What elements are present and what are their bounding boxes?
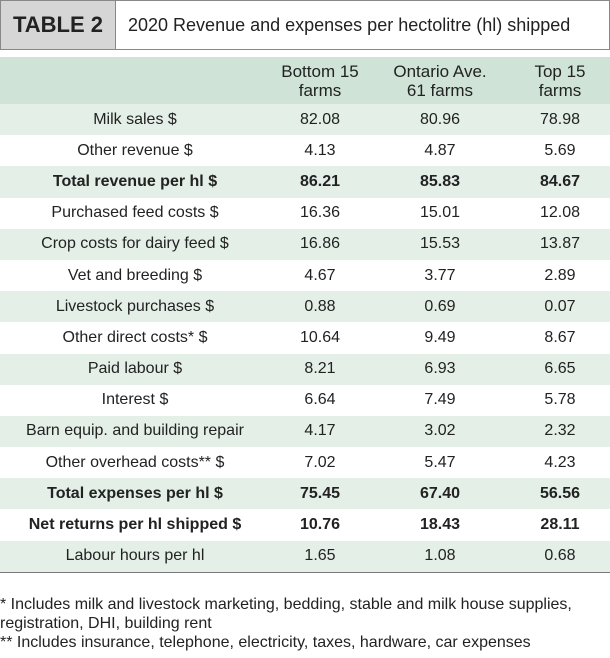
table-row: Labour hours per hl 1.65 1.08 0.68 bbox=[0, 540, 610, 572]
table-row: Interest $ 6.64 7.49 5.78 bbox=[0, 385, 610, 416]
cell: 56.56 bbox=[539, 484, 581, 502]
table-row: Purchased feed costs $ 16.36 15.01 12.08 bbox=[0, 198, 610, 229]
table-title: 2020 Revenue and expenses per hectolitre… bbox=[128, 14, 571, 35]
cell: 10.76 bbox=[299, 516, 341, 534]
cell: 10.64 bbox=[299, 328, 341, 346]
cell: 3.77 bbox=[424, 266, 456, 284]
cell: 12.08 bbox=[539, 204, 581, 222]
cell: 2.89 bbox=[544, 266, 576, 284]
column-header: Top 15 farms bbox=[534, 61, 586, 100]
cell: 0.88 bbox=[304, 297, 336, 315]
table-header: TABLE 2 2020 Revenue and expenses per he… bbox=[0, 0, 610, 50]
cell: 0.68 bbox=[544, 547, 576, 565]
cell: 6.64 bbox=[304, 391, 336, 409]
cell: 85.83 bbox=[419, 172, 461, 190]
row-label: Crop costs for dairy feed $ bbox=[41, 235, 229, 253]
cell: 6.93 bbox=[424, 360, 456, 378]
cell: 8.21 bbox=[304, 360, 336, 378]
cell: 78.98 bbox=[539, 110, 581, 128]
cell: 8.67 bbox=[544, 328, 576, 346]
cell: 1.65 bbox=[304, 547, 336, 565]
table: Bottom 15 farms Ontario Ave. 61 farms Top … bbox=[0, 57, 610, 573]
cell: 13.87 bbox=[539, 235, 581, 253]
cell: 67.40 bbox=[419, 484, 461, 502]
table-row: Crop costs for dairy feed $ 16.86 15.53 13.… bbox=[0, 228, 610, 260]
cell: 9.49 bbox=[424, 328, 456, 346]
cell: 3.02 bbox=[424, 422, 456, 440]
row-label: Vet and breeding $ bbox=[67, 266, 203, 284]
row-label: Barn equip. and building repair bbox=[26, 422, 244, 440]
cell: 86.21 bbox=[299, 172, 341, 190]
row-label: Net returns per hl shipped $ bbox=[28, 516, 242, 534]
cell: 7.49 bbox=[424, 391, 456, 409]
table-row: Net returns per hl shipped $ 10.76 18.43 28… bbox=[0, 509, 610, 540]
row-label: Other direct costs* $ bbox=[62, 328, 208, 346]
cell: 4.67 bbox=[304, 266, 336, 284]
cell: 0.69 bbox=[424, 297, 456, 315]
cell: 6.65 bbox=[544, 360, 576, 378]
row-label: Labour hours per hl bbox=[65, 547, 205, 565]
cell: 4.23 bbox=[544, 453, 576, 471]
cell: 15.53 bbox=[419, 235, 461, 253]
cell: 18.43 bbox=[419, 516, 461, 534]
cell: 4.13 bbox=[304, 141, 336, 159]
cell: 5.47 bbox=[424, 453, 456, 471]
cell: 0.07 bbox=[544, 297, 576, 315]
row-label: Milk sales $ bbox=[93, 110, 177, 128]
column-header: Bottom 15 farms bbox=[281, 61, 359, 100]
footnote: * Includes milk and livestock marketing,… bbox=[0, 596, 572, 632]
table-row: Other direct costs* $ 10.64 9.49 8.67 bbox=[0, 322, 610, 353]
footnotes: * Includes milk and livestock marketing,… bbox=[0, 595, 600, 652]
table-row: Total expenses per hl $ 75.45 67.40 56.56 bbox=[0, 478, 610, 510]
table-row: Milk sales $ 82.08 80.96 78.98 bbox=[0, 104, 610, 136]
header-row: Bottom 15 farms Ontario Ave. 61 farms Top … bbox=[0, 57, 610, 104]
table-row: Paid labour $ 8.21 6.93 6.65 bbox=[0, 353, 610, 385]
row-label: Purchased feed costs $ bbox=[51, 204, 219, 222]
row-label: Total expenses per hl $ bbox=[47, 484, 223, 502]
row-label: Livestock purchases $ bbox=[55, 297, 215, 315]
row-label: Paid labour $ bbox=[87, 360, 183, 378]
footnote: ** Includes insurance, telephone, electr… bbox=[0, 634, 531, 651]
cell: 28.11 bbox=[540, 516, 580, 534]
cell: 82.08 bbox=[299, 110, 341, 128]
cell: 5.69 bbox=[544, 141, 576, 159]
cell: 16.36 bbox=[299, 204, 341, 222]
row-label: Total revenue per hl $ bbox=[52, 172, 218, 190]
table-row: Total revenue per hl $ 86.21 85.83 84.67 bbox=[0, 166, 610, 198]
row-label: Other revenue $ bbox=[77, 141, 193, 159]
table-row: Livestock purchases $ 0.88 0.69 0.07 bbox=[0, 291, 610, 323]
cell: 4.87 bbox=[424, 141, 456, 159]
row-label: Other overhead costs** $ bbox=[45, 453, 225, 471]
cell: 2.32 bbox=[544, 422, 576, 440]
cell: 84.67 bbox=[539, 172, 581, 190]
cell: 5.78 bbox=[544, 391, 576, 409]
cell: 15.01 bbox=[419, 204, 461, 222]
cell: 1.08 bbox=[424, 547, 456, 565]
cell: 7.02 bbox=[304, 453, 336, 471]
table-label: TABLE 2 bbox=[1, 1, 116, 49]
table-row: Other overhead costs** $ 7.02 5.47 4.23 bbox=[0, 447, 610, 478]
table-row: Vet and breeding $ 4.67 3.77 2.89 bbox=[0, 260, 610, 291]
cell: 4.17 bbox=[304, 422, 336, 440]
table-row: Barn equip. and building repair 4.17 3.02 2… bbox=[0, 415, 610, 448]
cell: 16.86 bbox=[299, 235, 341, 253]
cell: 75.45 bbox=[299, 484, 341, 502]
row-label: Interest $ bbox=[101, 391, 169, 409]
table-row: Other revenue $ 4.13 4.87 5.69 bbox=[0, 135, 610, 166]
cell: 80.96 bbox=[419, 110, 461, 128]
column-header: Ontario Ave. 61 farms bbox=[393, 61, 487, 100]
